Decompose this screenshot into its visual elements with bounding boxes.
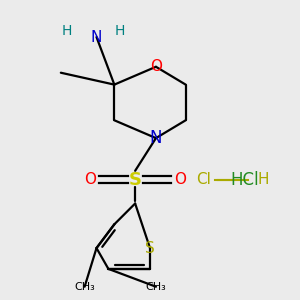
Text: H: H	[257, 172, 269, 187]
Text: CH₃: CH₃	[74, 282, 95, 292]
Text: N: N	[91, 30, 102, 45]
Text: HCl: HCl	[231, 171, 260, 189]
Text: O: O	[85, 172, 97, 187]
Text: S: S	[129, 171, 142, 189]
Text: S: S	[145, 241, 155, 256]
Text: N: N	[150, 129, 162, 147]
Text: H: H	[115, 24, 125, 38]
Text: Cl: Cl	[196, 172, 211, 187]
Text: H: H	[61, 24, 72, 38]
Text: O: O	[174, 172, 186, 187]
Text: O: O	[150, 59, 162, 74]
Text: CH₃: CH₃	[146, 282, 166, 292]
